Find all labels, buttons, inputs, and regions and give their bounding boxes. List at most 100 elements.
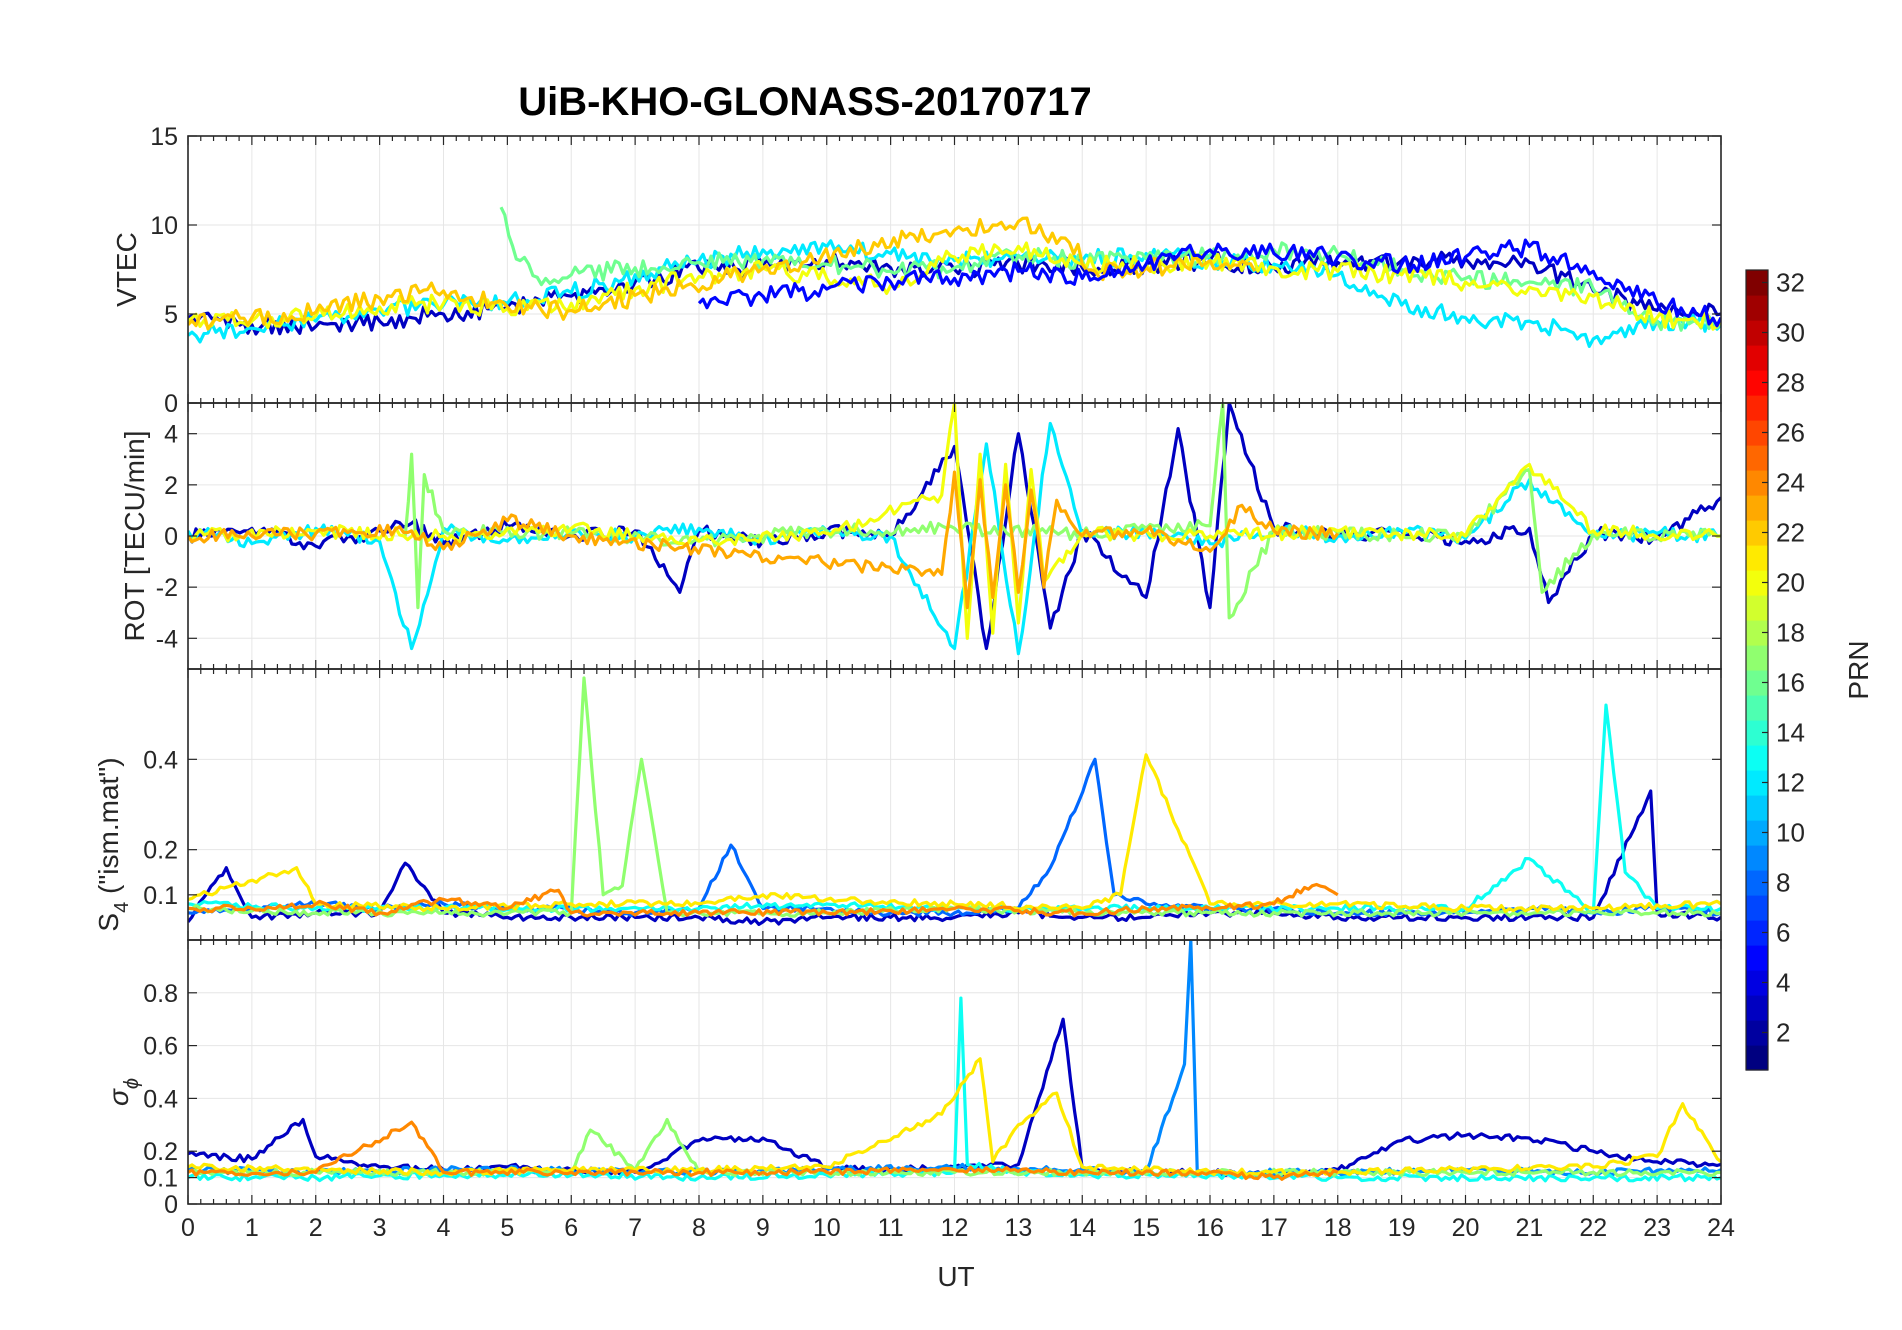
colorbar-swatch xyxy=(1746,795,1768,821)
colorbar-swatch xyxy=(1746,920,1768,946)
colorbar-tick-label: 6 xyxy=(1776,918,1790,948)
s4-y-tick-label: 0.2 xyxy=(143,837,178,865)
sigma-y-label-sub: ϕ xyxy=(121,1078,143,1089)
x-tick-label: 15 xyxy=(1132,1214,1160,1242)
colorbar-frame xyxy=(1745,269,1769,1071)
s4-y-axis-label: S4 ("ism.mat") xyxy=(93,757,133,931)
vtec-y-tick-label: 0 xyxy=(164,390,178,418)
rot-y-tick-label: -4 xyxy=(156,625,178,653)
colorbar-tick-label: 16 xyxy=(1776,668,1805,698)
colorbar-swatch xyxy=(1746,320,1768,346)
vtec-series-prn-20 xyxy=(188,241,1721,331)
rot-series-prn-23 xyxy=(188,470,1340,610)
rot-y-tick-label: 0 xyxy=(164,523,178,551)
colorbar-label: PRN xyxy=(1843,640,1874,699)
colorbar-swatch xyxy=(1746,820,1768,846)
s4-grid xyxy=(187,669,1722,940)
colorbar-swatch xyxy=(1746,570,1768,596)
s4-series-group xyxy=(188,676,1721,926)
rot-series-group xyxy=(188,403,1721,656)
x-tick-label: 21 xyxy=(1515,1214,1543,1242)
rot-y-axis-label: ROT [TECU/min] xyxy=(119,430,150,641)
x-tick-label: 23 xyxy=(1643,1214,1671,1242)
colorbar-tick-label: 32 xyxy=(1776,268,1805,298)
x-tick-label: 22 xyxy=(1579,1214,1607,1242)
colorbar-tick-label: 2 xyxy=(1776,1018,1790,1048)
sigma-y-tick-label: 0.4 xyxy=(143,1085,178,1113)
colorbar-swatch xyxy=(1746,745,1768,771)
sigma-y-axis-label: σϕ xyxy=(103,1078,143,1106)
rot-y-tick-label: -2 xyxy=(156,574,178,602)
sigma-y-label-main: σ xyxy=(103,1088,134,1106)
colorbar-swatch xyxy=(1746,395,1768,421)
colorbar-swatch xyxy=(1746,895,1768,921)
x-tick-label: 13 xyxy=(1004,1214,1032,1242)
rot-ticks: -4 -2 0 2 4 xyxy=(156,403,1722,669)
colorbar-tick-label: 12 xyxy=(1776,768,1805,798)
sigma-y-tick-label: 0.6 xyxy=(143,1033,178,1061)
vtec-y-tick-label: 5 xyxy=(164,301,178,329)
colorbar-swatch xyxy=(1746,870,1768,896)
x-tick-label: 12 xyxy=(941,1214,969,1242)
s4-y-label-main: S xyxy=(93,913,124,932)
x-tick-label: 0 xyxy=(181,1214,195,1242)
colorbar-swatch xyxy=(1746,970,1768,996)
x-tick-label: 3 xyxy=(373,1214,387,1242)
x-tick-label: 19 xyxy=(1388,1214,1416,1242)
sigma-y-tick-label: 0.1 xyxy=(143,1165,178,1193)
colorbar-tick-label: 28 xyxy=(1776,368,1805,398)
x-tick-label: 4 xyxy=(437,1214,451,1242)
colorbar-swatch xyxy=(1746,445,1768,471)
x-axis-label: UT xyxy=(937,1261,974,1292)
colorbar-tick-label: 20 xyxy=(1776,568,1805,598)
sigma-ticks: 00.10.2 0.4 0.6 0.8 xyxy=(143,940,1722,1219)
colorbar-swatch xyxy=(1746,620,1768,646)
colorbar-tick-label: 30 xyxy=(1776,318,1805,348)
colorbar-tick-label: 22 xyxy=(1776,518,1805,548)
s4-ticks: 0.1 0.2 0.4 xyxy=(143,669,1722,940)
colorbar-tick-label: 14 xyxy=(1776,718,1805,748)
x-tick-label: 14 xyxy=(1068,1214,1096,1242)
rot-y-tick-label: 2 xyxy=(164,472,178,500)
vtec-panel: 0 5 10 15 VTEC xyxy=(111,123,1722,418)
s4-y-label-rest: ("ism.mat") xyxy=(93,757,124,901)
colorbar-tick-label: 4 xyxy=(1776,968,1790,998)
colorbar-swatch xyxy=(1746,345,1768,371)
vtec-y-tick-label: 15 xyxy=(150,123,178,151)
sigma-y-tick-label: 0.8 xyxy=(143,980,178,1008)
colorbar-swatch xyxy=(1746,495,1768,521)
colorbar-swatch xyxy=(1746,545,1768,571)
colorbar-swatch xyxy=(1746,470,1768,496)
rot-y-tick-label: 4 xyxy=(164,421,178,449)
x-tick-label: 11 xyxy=(878,1214,904,1242)
s4-panel: 0.1 0.2 0.4 S4 ("ism.mat") xyxy=(93,668,1722,941)
s4-series-prn-21 xyxy=(188,753,1721,913)
colorbar-swatch xyxy=(1746,1045,1768,1071)
s4-series-prn-24 xyxy=(188,882,1339,918)
colorbar-swatch xyxy=(1746,370,1768,396)
colorbar-tick-label: 24 xyxy=(1776,468,1805,498)
colorbar-swatch xyxy=(1746,670,1768,696)
vtec-series-group xyxy=(188,206,1721,348)
rot-series-prn-20 xyxy=(188,403,1721,640)
vtec-series-prn-22 xyxy=(188,216,1257,331)
colorbar-swatch xyxy=(1746,720,1768,746)
sigma-series-prn-24 xyxy=(188,1120,1339,1181)
colorbar-swatch xyxy=(1746,1020,1768,1046)
x-tick-label: 6 xyxy=(564,1214,578,1242)
colorbar-swatch xyxy=(1746,845,1768,871)
x-tick-label: 7 xyxy=(628,1214,642,1242)
s4-y-label-sub: 4 xyxy=(111,902,133,913)
rot-panel: -4 -2 0 2 4 ROT [TECU/min] xyxy=(119,402,1722,670)
colorbar-tick-label: 10 xyxy=(1776,818,1805,848)
colorbar-tick-label: 18 xyxy=(1776,618,1805,648)
x-tick-label: 9 xyxy=(756,1214,770,1242)
colorbar-swatch xyxy=(1746,595,1768,621)
x-tick-label: 5 xyxy=(500,1214,514,1242)
chart-title: UiB-KHO-GLONASS-20170717 xyxy=(518,80,1092,124)
x-tick-label: 1 xyxy=(245,1214,259,1242)
x-tick-label: 8 xyxy=(692,1214,706,1242)
